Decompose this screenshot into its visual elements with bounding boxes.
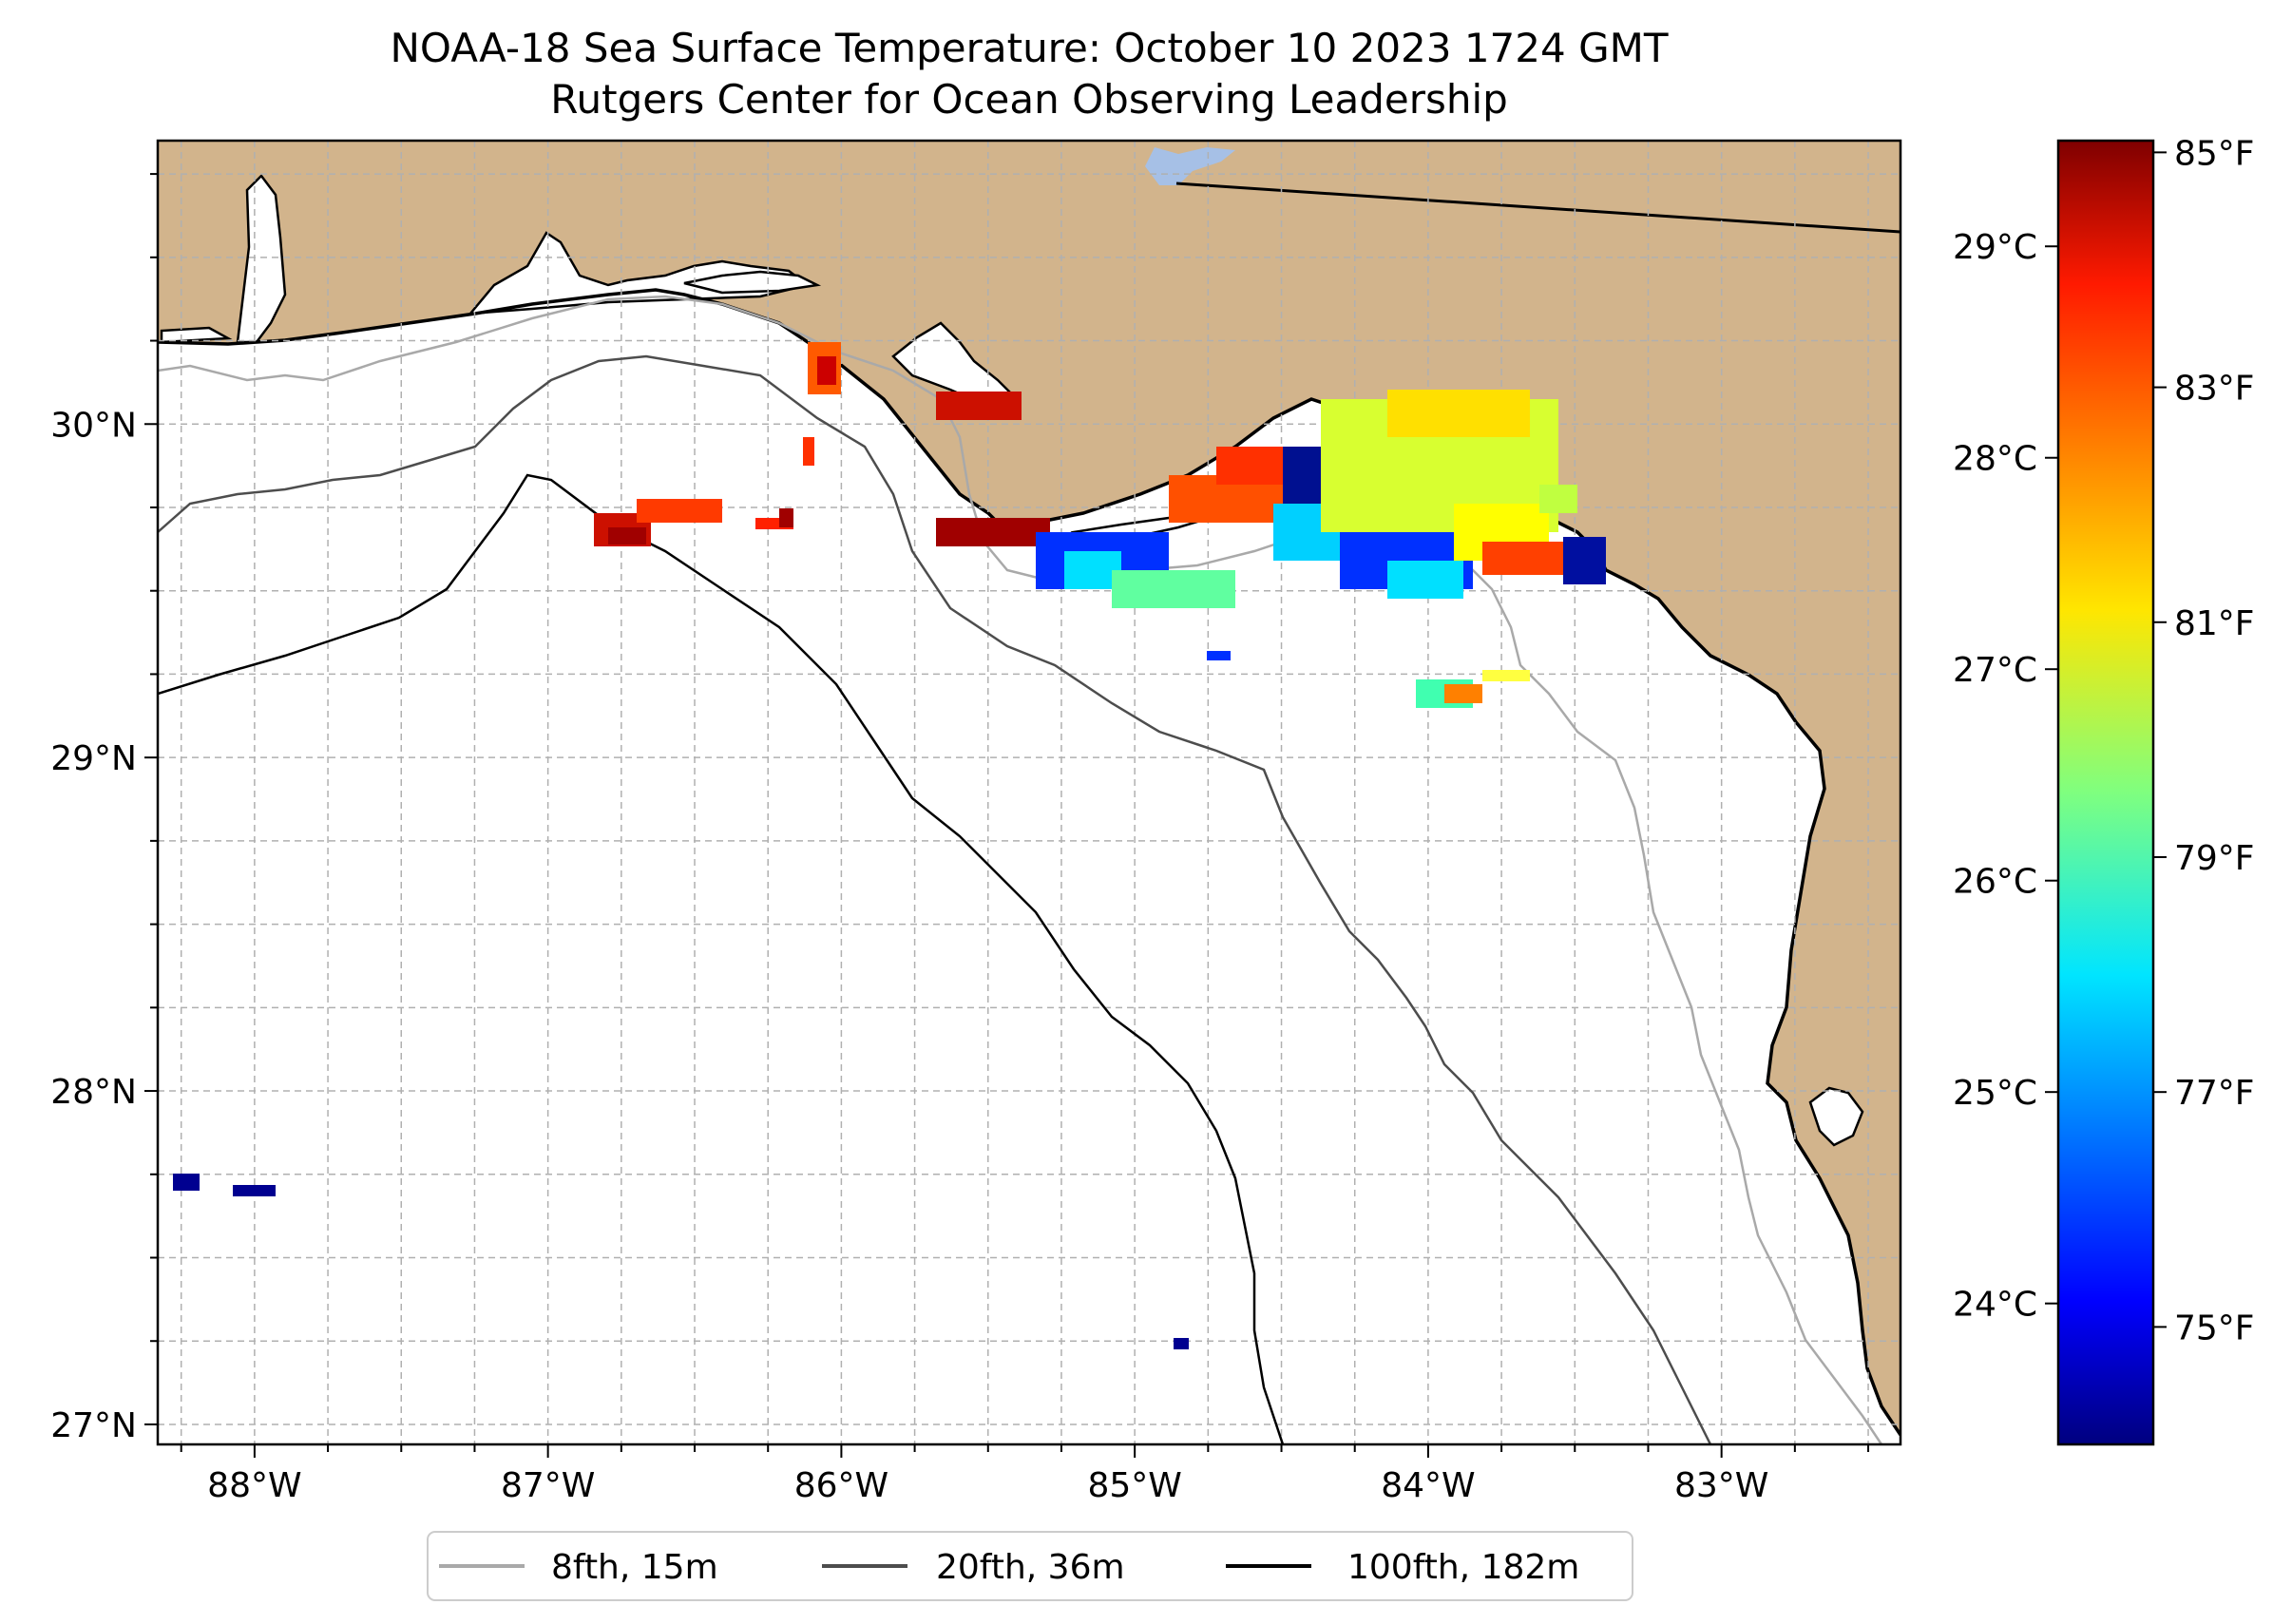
colorbar-f-label: 79°F [2174,839,2255,878]
x-tick-label: 86°W [794,1466,888,1505]
colorbar-c-label: 24°C [1953,1286,2037,1325]
lake [1145,147,1235,185]
tampa-bay [1808,1086,1864,1147]
legend-label-20fth: 20fth, 36m [936,1548,1125,1587]
colorbar-f-label: 75°F [2174,1309,2255,1347]
legend-box [427,1531,1633,1601]
x-tick-label: 85°W [1087,1466,1181,1505]
map-border [156,139,1902,1446]
y-tick-label: 28°N [50,1073,137,1112]
colorbar-c-label: 25°C [1953,1074,2037,1113]
map-subtitle: Rutgers Center for Ocean Observing Leade… [550,76,1508,123]
colorbar-celsius-axis: 29°C 28°C 27°C 26°C 25°C 24°C [1953,228,2058,1325]
colorbar-f-label: 81°F [2174,604,2255,643]
colorbar-c-label: 29°C [1953,228,2037,267]
colorbar-f-label: 83°F [2174,370,2255,409]
y-axis: 30°N 29°N 28°N 27°N [50,173,158,1445]
gridlines [158,141,1900,1444]
y-tick-label: 27°N [50,1406,137,1445]
y-tick-label: 29°N [50,739,137,778]
y-tick-label: 30°N [50,406,137,445]
contour-100fth [158,473,1285,1444]
colorbar-fahrenheit-axis: 85°F 83°F 81°F 79°F 77°F 75°F [2153,134,2255,1347]
colorbar-gradient [2056,139,2155,1446]
contour-20fth [158,354,1712,1444]
x-tick-label: 87°W [501,1466,595,1505]
st-andrew-bay [891,321,1020,409]
colorbar-c-label: 26°C [1953,863,2037,902]
colorbar: 29°C 28°C 27°C 26°C 25°C 24°C 85°F 83°F 81°F 79°… [1953,134,2255,1446]
colorbar-f-label: 77°F [2174,1074,2255,1113]
mobile-bay [236,174,287,344]
map-title: NOAA-18 Sea Surface Temperature: October… [390,25,1669,71]
x-tick-label: 84°W [1381,1466,1475,1505]
depth-legend: 8fth, 15m 20fth, 36m 100fth, 182m [427,1531,1633,1601]
choctawhatchee-bay [683,270,822,295]
colorbar-c-label: 28°C [1953,440,2037,479]
state-border [1175,182,1900,234]
legend-label-8fth: 8fth, 15m [551,1548,718,1587]
x-tick-label: 88°W [207,1466,301,1505]
bay-water [160,326,233,344]
colorbar-c-label: 27°C [1953,651,2037,690]
x-tick-label: 83°W [1674,1466,1768,1505]
colorbar-f-label: 85°F [2174,134,2255,173]
sst-patches [173,342,1606,1349]
legend-label-100fth: 100fth, 182m [1347,1548,1579,1587]
x-axis: 88°W 87°W 86°W 85°W 84°W 83°W [180,1444,1870,1505]
